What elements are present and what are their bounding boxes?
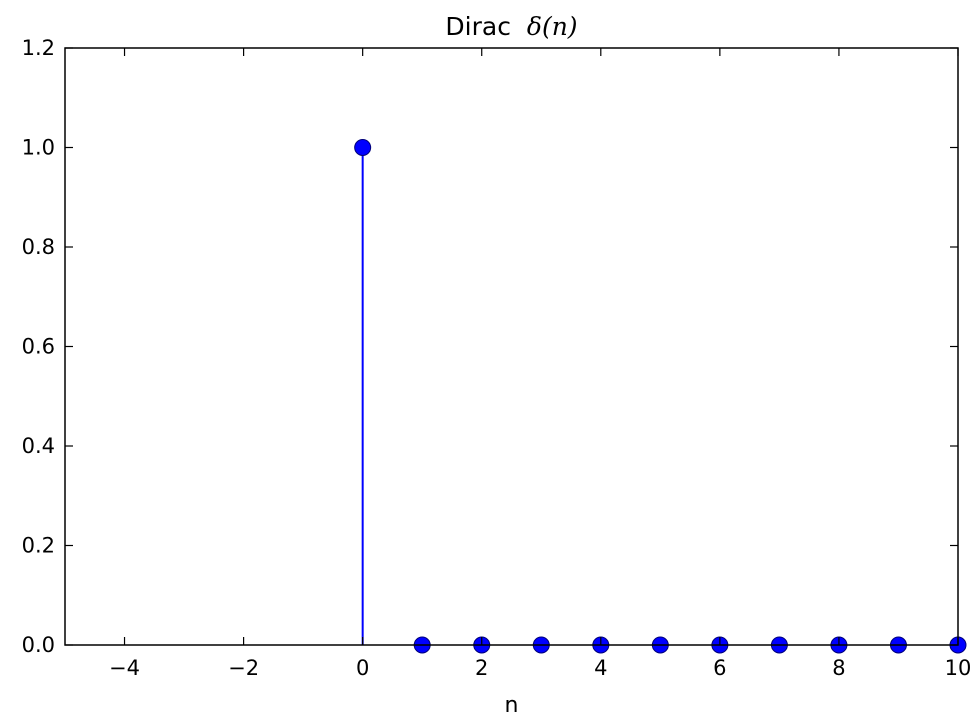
x-tick-label: 4	[594, 656, 607, 680]
x-tick-label: 10	[945, 656, 972, 680]
stem-marker	[354, 139, 372, 156]
x-tick-label: 2	[475, 656, 488, 680]
chart-title-math: δ(n)	[527, 12, 578, 41]
y-tick-label: 1.2	[22, 36, 55, 60]
y-tick-label: 0.6	[22, 335, 55, 359]
axis-ticks	[65, 47, 959, 646]
x-axis-label: n	[505, 693, 519, 718]
y-tick-label: 0.8	[22, 235, 55, 259]
y-tick-label: 0.2	[22, 534, 55, 558]
x-tick-label: −4	[109, 656, 140, 680]
chart-title-text: Dirac	[445, 12, 511, 41]
chart-title: Dirac δ(n)	[445, 12, 577, 41]
y-tick-label: 1.0	[22, 136, 55, 160]
x-tick-label: 8	[832, 656, 845, 680]
stem-marks	[354, 139, 967, 654]
y-tick-label: 0.4	[22, 434, 55, 458]
x-tick-label: 6	[713, 656, 726, 680]
plot-frame	[64, 47, 959, 646]
tick-labels: −4 −2 0 2 4 6 8 10 0.0 0.2 0.4 0.6 0.8 1.0 1.2	[22, 36, 972, 680]
y-tick-label: 0.0	[22, 633, 55, 657]
x-tick-label: 0	[356, 656, 369, 680]
x-tick-label: −2	[228, 656, 259, 680]
